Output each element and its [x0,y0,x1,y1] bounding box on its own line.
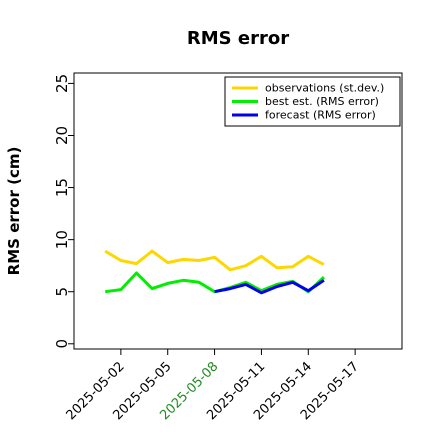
x-axis: 2025-05-022025-05-052025-05-082025-05-11… [64,349,362,423]
legend-label-0: observations (st.dev.) [265,82,384,95]
series-line-0 [104,249,325,272]
legend: observations (st.dev.)best est. (RMS err… [224,76,401,127]
y-tick-label: 15 [53,178,71,197]
series-group [104,249,325,295]
y-tick-label: 25 [53,74,71,93]
y-tick-label: 0 [53,339,71,349]
y-axis-label: RMS error (cm) [5,147,23,276]
y-axis: 0 5 10 15 20 25 [53,74,74,349]
chart-title: RMS error [187,28,289,49]
y-tick-label: 20 [53,126,71,145]
y-tick-label: 10 [53,230,71,249]
y-tick-label: 5 [53,287,71,297]
plot-frame [73,72,403,350]
legend-label-1: best est. (RMS error) [265,95,379,108]
legend-label-2: forecast (RMS error) [265,109,376,122]
series-line-2 [214,279,325,295]
